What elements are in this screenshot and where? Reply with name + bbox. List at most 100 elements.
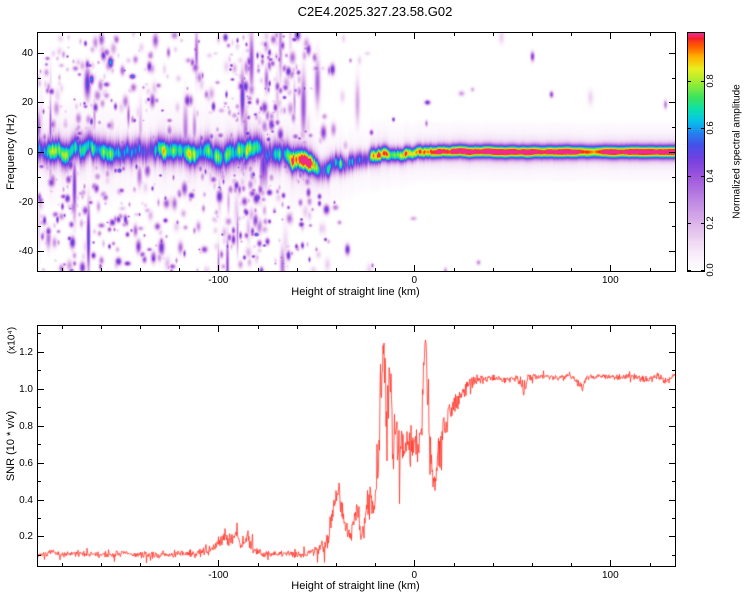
tick-mark [454,33,455,36]
tick-mark [179,268,180,271]
tick-mark [38,352,44,353]
x-tick-label: -100 [208,570,229,581]
tick-mark [62,268,63,271]
tick-mark [532,326,533,329]
tick-mark [669,102,675,103]
tick-mark [669,426,675,427]
spectrogram-panel [37,32,676,272]
y-tick-label: -40 [18,246,33,258]
tick-mark [688,270,691,271]
tick-mark [218,560,219,566]
tick-mark [38,177,41,178]
tick-mark [532,563,533,566]
tick-mark [571,326,572,329]
tick-mark [650,33,651,36]
tick-mark [38,463,44,464]
tick-mark [672,370,675,371]
height-axis-label-bottom: Height of straight line (km) [291,580,420,592]
tick-mark [672,407,675,408]
tick-mark [493,33,494,36]
tick-mark [701,81,704,82]
tick-mark [218,33,219,39]
tick-mark [669,251,675,252]
tick-mark [701,223,704,224]
colorbar-tick-label: 0.0 [705,263,716,277]
tick-mark [414,326,415,332]
tick-mark [571,33,572,36]
tick-mark [669,500,675,501]
y-tick-label: 20 [21,97,33,109]
tick-mark [454,268,455,271]
tick-mark [38,127,41,128]
tick-mark [140,326,141,329]
tick-mark [258,268,259,271]
tick-mark [688,128,691,129]
tick-mark [672,78,675,79]
tick-mark [375,268,376,271]
tick-mark [179,33,180,36]
tick-mark [38,78,41,79]
colorbar-label: Normalized spectral amplitude [731,84,743,219]
tick-mark [672,226,675,227]
tick-mark [688,176,691,177]
tick-mark [669,152,675,153]
tick-mark [336,326,337,329]
tick-mark [610,265,611,271]
tick-mark [62,33,63,36]
colorbar-tick-label: 0.2 [705,216,716,230]
tick-mark [258,563,259,566]
tick-mark [297,268,298,271]
tick-mark [688,223,691,224]
tick-mark [669,463,675,464]
tick-mark [297,326,298,329]
tick-mark [672,444,675,445]
snr-panel [37,325,676,567]
tick-mark [101,268,102,271]
tick-mark [297,563,298,566]
spectrogram-canvas [38,33,675,271]
tick-mark [38,426,44,427]
tick-mark [38,481,41,482]
tick-mark [701,128,704,129]
colorbar-tick-label: 0.4 [705,169,716,183]
tick-mark [38,500,44,501]
tick-mark [414,33,415,39]
tick-mark [610,326,611,332]
tick-mark [62,326,63,329]
colorbar-tick-label: 0.6 [705,121,716,135]
tick-mark [493,563,494,566]
tick-mark [38,152,44,153]
tick-mark [218,265,219,271]
tick-mark [140,33,141,36]
tick-mark [672,127,675,128]
tick-mark [669,536,675,537]
tick-mark [493,268,494,271]
tick-mark [336,33,337,36]
colorbar-tick-label: 0.8 [705,74,716,88]
tick-mark [38,389,44,390]
snr-scale-label: (x10⁴) [6,326,18,355]
x-tick-label: -100 [208,275,229,286]
tick-mark [610,560,611,566]
y-tick-label: 1.2 [19,346,33,358]
y-tick-label: 0.8 [19,420,33,432]
tick-mark [140,563,141,566]
x-tick-label: 100 [601,275,619,286]
tick-mark [101,563,102,566]
tick-mark [672,518,675,519]
x-tick-label: 100 [601,570,619,581]
tick-mark [258,33,259,36]
tick-mark [38,333,41,334]
tick-mark [650,268,651,271]
tick-mark [38,226,41,227]
tick-mark [38,536,44,537]
y-tick-label: 1.0 [19,383,33,395]
tick-mark [669,53,675,54]
tick-mark [375,33,376,36]
y-tick-label: 40 [21,47,33,59]
colorbar [687,32,705,272]
tick-mark [38,53,44,54]
tick-mark [688,81,691,82]
tick-mark [38,555,41,556]
tick-mark [493,326,494,329]
